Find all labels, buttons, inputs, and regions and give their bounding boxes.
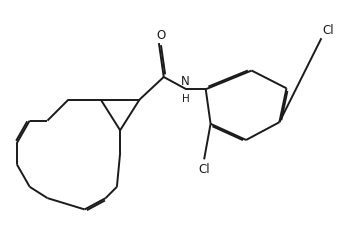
Text: N: N (181, 75, 190, 88)
Text: O: O (156, 29, 166, 42)
Text: H: H (181, 94, 189, 104)
Text: Cl: Cl (198, 163, 210, 175)
Text: Cl: Cl (322, 24, 334, 37)
